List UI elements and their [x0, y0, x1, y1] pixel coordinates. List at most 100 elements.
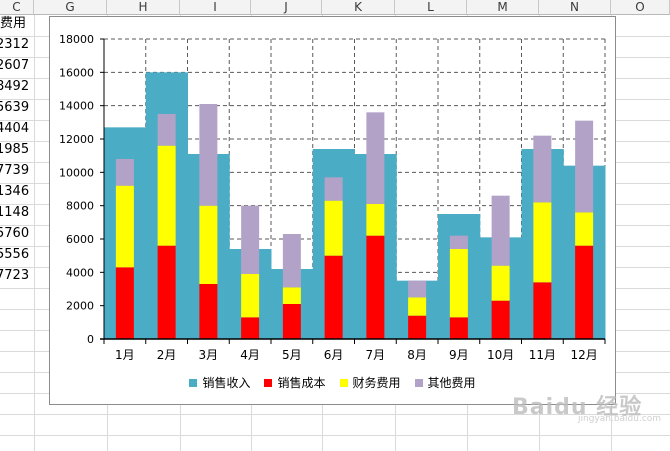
- x-tick-label: 8月: [407, 348, 427, 362]
- grid-row-line: [0, 414, 670, 415]
- bar-12月-财务费用: [575, 212, 594, 246]
- bar-5月-财务费用: [282, 287, 301, 304]
- y-tick-label: 18000: [59, 33, 94, 46]
- bar-8月-财务费用: [408, 297, 427, 316]
- y-tick-label: 4000: [66, 266, 94, 279]
- bar-8月-销售成本: [408, 315, 427, 339]
- x-tick-label: 11月: [529, 348, 556, 362]
- baidu-jingyan-watermark: Baidu 经验 jingyan.baidu.com: [512, 387, 662, 427]
- y-tick-label: 14000: [59, 100, 94, 113]
- legend-label: 销售成本: [277, 376, 326, 390]
- cell-c-value[interactable]: 5556: [0, 247, 30, 262]
- legend-item: 财务费用: [339, 374, 401, 391]
- bar-6月-财务费用: [324, 200, 343, 256]
- bar-10月-财务费用: [491, 265, 510, 301]
- legend-label: 销售收入: [202, 376, 251, 390]
- x-tick-label: 2月: [157, 348, 177, 362]
- x-tick-label: 9月: [449, 348, 469, 362]
- legend-label: 财务费用: [352, 376, 401, 390]
- bar-3月-销售成本: [199, 284, 218, 339]
- cell-c-value[interactable]: 8492: [0, 79, 30, 94]
- grid-row-line: [0, 435, 670, 436]
- cell-c-value[interactable]: 4404: [0, 121, 30, 136]
- stacked-bar-chart: 0 2000 4000 6000 8000 10000 12000 14000 16000 180…: [59, 33, 606, 362]
- bar-3月-其他费用: [199, 104, 218, 206]
- watermark-text: Baidu 经验: [512, 395, 643, 420]
- y-tick-label: 8000: [66, 200, 94, 213]
- x-tick-label: 1月: [115, 348, 135, 362]
- column-header-h[interactable]: H: [107, 0, 180, 15]
- bar-4月-销售成本: [241, 317, 260, 339]
- column-header-g[interactable]: G: [34, 0, 107, 15]
- watermark-subtext: jingyan.baidu.com: [578, 414, 662, 424]
- bar-7月-销售成本: [366, 235, 385, 339]
- legend-swatch: [189, 378, 198, 387]
- bar-2月-财务费用: [157, 145, 176, 246]
- cell-c-value[interactable]: 5639: [0, 100, 30, 115]
- bar-9月-其他费用: [449, 235, 468, 249]
- cell-c-value[interactable]: 1148: [0, 205, 30, 220]
- bar-2月-销售成本: [157, 245, 176, 339]
- bar-12月-销售成本: [575, 245, 594, 339]
- x-tick-label: 4月: [240, 348, 260, 362]
- bar-7月-财务费用: [366, 204, 385, 236]
- bar-10月-销售成本: [491, 300, 510, 339]
- bar-6月-销售成本: [324, 255, 343, 339]
- column-header-o[interactable]: O: [611, 0, 670, 15]
- y-tick-label: 6000: [66, 233, 94, 246]
- bar-6月-其他费用: [324, 177, 343, 201]
- y-tick-label: 2000: [66, 300, 94, 313]
- x-tick-label: 5月: [282, 348, 302, 362]
- legend-item: 其他费用: [414, 374, 476, 391]
- column-header-j[interactable]: J: [251, 0, 322, 15]
- column-header-l[interactable]: L: [395, 0, 467, 15]
- bar-12月-其他费用: [575, 120, 594, 213]
- cell-c-value[interactable]: 2312: [0, 37, 30, 52]
- y-tick-label: 16000: [59, 66, 94, 79]
- cell-c-value[interactable]: 1985: [0, 142, 30, 157]
- chart-legend: 销售收入 销售成本 财务费用 其他费用: [50, 374, 615, 391]
- bar-5月-销售成本: [282, 304, 301, 339]
- bar-1月-销售成本: [115, 267, 134, 339]
- legend-swatch: [264, 378, 273, 387]
- x-tick-label: 12月: [570, 348, 597, 362]
- legend-item: 销售收入: [189, 374, 250, 391]
- grid-column-line: [34, 15, 35, 451]
- legend-swatch: [414, 378, 423, 387]
- x-tick-label: 3月: [199, 348, 219, 362]
- bar-4月-其他费用: [241, 205, 260, 274]
- legend-label: 其他费用: [427, 376, 476, 390]
- y-tick-label: 10000: [59, 166, 94, 179]
- cell-c-value[interactable]: 7723: [0, 268, 30, 283]
- chart-area[interactable]: 0 2000 4000 6000 8000 10000 12000 14000 16000 180…: [49, 16, 616, 405]
- bar-9月-财务费用: [449, 249, 468, 318]
- cell-c-value[interactable]: 2607: [0, 58, 30, 73]
- bar-7月-其他费用: [366, 112, 385, 204]
- x-tick-label: 7月: [366, 348, 386, 362]
- column-header-m[interactable]: M: [467, 0, 539, 15]
- legend-item: 销售成本: [264, 374, 326, 391]
- cell-c-value[interactable]: 费用: [0, 16, 27, 31]
- column-header-k[interactable]: K: [322, 0, 395, 15]
- x-tick-label: 10月: [487, 348, 514, 362]
- column-header-i[interactable]: I: [180, 0, 251, 15]
- column-header-n[interactable]: N: [539, 0, 611, 15]
- bar-3月-财务费用: [199, 205, 218, 284]
- bar-11月-财务费用: [533, 202, 552, 283]
- cell-c-value[interactable]: 1346: [0, 184, 30, 199]
- bar-2月-其他费用: [157, 114, 176, 146]
- bar-11月-其他费用: [533, 135, 552, 203]
- bar-9月-销售成本: [449, 317, 468, 339]
- bar-1月-其他费用: [115, 159, 134, 186]
- bar-1月-财务费用: [115, 185, 134, 268]
- y-tick-label: 12000: [59, 133, 94, 146]
- bar-10月-其他费用: [491, 195, 510, 266]
- cell-c-value[interactable]: 5760: [0, 226, 30, 241]
- x-tick-label: 6月: [324, 348, 344, 362]
- cell-c-value[interactable]: 7739: [0, 163, 30, 178]
- bar-5月-其他费用: [282, 234, 301, 288]
- y-tick-label: 0: [87, 333, 94, 346]
- legend-swatch: [339, 378, 348, 387]
- column-header-c[interactable]: C: [0, 0, 34, 15]
- bar-4月-财务费用: [241, 274, 260, 318]
